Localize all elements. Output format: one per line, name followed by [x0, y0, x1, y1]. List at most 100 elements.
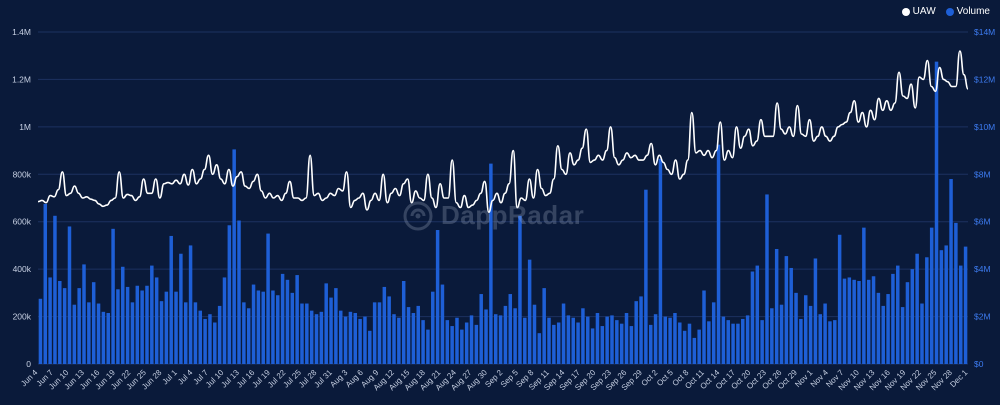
volume-bar[interactable] — [377, 302, 382, 364]
volume-bar[interactable] — [217, 305, 222, 364]
volume-bar[interactable] — [586, 316, 590, 364]
volume-bar[interactable] — [900, 307, 905, 364]
volume-bar[interactable] — [300, 303, 304, 364]
volume-bar[interactable] — [372, 302, 377, 364]
volume-bar[interactable] — [653, 314, 658, 364]
volume-bar[interactable] — [145, 285, 149, 364]
volume-bar[interactable] — [479, 294, 483, 364]
volume-bar[interactable] — [760, 320, 764, 364]
volume-bar[interactable] — [329, 297, 333, 364]
volume-bar[interactable] — [111, 228, 115, 364]
volume-bar[interactable] — [484, 309, 488, 364]
volume-bar[interactable] — [634, 301, 638, 364]
volume-bar[interactable] — [208, 314, 212, 364]
volume-bar[interactable] — [721, 316, 726, 364]
volume-bar[interactable] — [576, 322, 580, 365]
volume-bar[interactable] — [707, 321, 711, 364]
volume-bar[interactable] — [397, 317, 401, 364]
volume-bar[interactable] — [406, 307, 411, 364]
volume-bar[interactable] — [411, 313, 416, 364]
volume-bar[interactable] — [440, 284, 445, 364]
volume-bar[interactable] — [949, 179, 953, 364]
volume-bar[interactable] — [460, 329, 464, 364]
volume-bar[interactable] — [53, 215, 57, 364]
volume-bar[interactable] — [571, 317, 575, 364]
volume-bar[interactable] — [736, 323, 740, 364]
volume-bar[interactable] — [842, 278, 847, 364]
volume-bar[interactable] — [532, 304, 537, 364]
legend-item-volume[interactable]: Volume — [945, 6, 990, 17]
volume-bar[interactable] — [944, 245, 948, 364]
volume-bar[interactable] — [833, 320, 837, 364]
volume-bar[interactable] — [271, 290, 275, 364]
volume-bar[interactable] — [789, 267, 793, 364]
volume-bar[interactable] — [77, 288, 81, 364]
volume-bar[interactable] — [222, 277, 227, 364]
volume-bar[interactable] — [866, 279, 871, 364]
volume-bar[interactable] — [338, 310, 343, 364]
volume-bar[interactable] — [629, 326, 634, 364]
volume-bar[interactable] — [38, 298, 43, 364]
volume-bar[interactable] — [358, 318, 362, 364]
volume-bar[interactable] — [67, 226, 72, 364]
volume-bar[interactable] — [619, 323, 624, 364]
volume-bar[interactable] — [663, 316, 668, 364]
volume-bar[interactable] — [750, 271, 755, 364]
volume-bar[interactable] — [150, 265, 154, 364]
volume-bar[interactable] — [106, 313, 110, 364]
volume-bar[interactable] — [426, 329, 430, 364]
volume-bar[interactable] — [716, 144, 721, 364]
volume-bar[interactable] — [823, 303, 827, 364]
volume-bar[interactable] — [431, 291, 435, 364]
volume-bar[interactable] — [731, 323, 735, 364]
volume-bar[interactable] — [687, 323, 692, 364]
volume-bar[interactable] — [401, 281, 406, 364]
volume-bar[interactable] — [193, 302, 198, 364]
volume-bar[interactable] — [803, 295, 808, 364]
volume-bar[interactable] — [896, 265, 900, 364]
volume-bar[interactable] — [266, 233, 270, 364]
volume-bar[interactable] — [251, 284, 256, 364]
volume-bar[interactable] — [741, 318, 745, 364]
volume-bar[interactable] — [314, 314, 319, 364]
volume-bar[interactable] — [474, 324, 479, 364]
volume-bar[interactable] — [876, 292, 881, 364]
volume-bar[interactable] — [808, 305, 813, 364]
volume-bar[interactable] — [421, 320, 425, 364]
volume-bar[interactable] — [711, 302, 716, 364]
volume-bar[interactable] — [523, 317, 527, 364]
volume-bar[interactable] — [881, 305, 885, 364]
volume-bar[interactable] — [464, 322, 469, 365]
volume-bar[interactable] — [237, 220, 241, 364]
volume-bar[interactable] — [295, 275, 299, 364]
volume-bar[interactable] — [561, 303, 566, 364]
volume-bar[interactable] — [261, 291, 265, 364]
volume-bar[interactable] — [862, 227, 866, 364]
volume-bar[interactable] — [818, 314, 823, 364]
volume-bar[interactable] — [891, 273, 895, 364]
volume-bar[interactable] — [552, 324, 556, 364]
volume-bar[interactable] — [682, 330, 687, 364]
uaw-line[interactable] — [37, 50, 969, 213]
volume-bar[interactable] — [639, 296, 643, 364]
volume-bar[interactable] — [692, 337, 697, 364]
volume-bar[interactable] — [765, 194, 769, 364]
volume-bar[interactable] — [348, 311, 353, 364]
volume-bar[interactable] — [450, 326, 454, 364]
volume-bar[interactable] — [934, 61, 939, 365]
volume-bar[interactable] — [837, 234, 842, 364]
volume-bar[interactable] — [915, 253, 919, 364]
volume-bar[interactable] — [702, 290, 706, 364]
volume-bar[interactable] — [276, 295, 280, 364]
volume-bar[interactable] — [159, 301, 164, 364]
volume-bar[interactable] — [605, 316, 609, 364]
volume-bar[interactable] — [58, 281, 62, 364]
volume-bar[interactable] — [309, 310, 314, 364]
volume-bar[interactable] — [242, 302, 246, 364]
volume-bar[interactable] — [435, 230, 440, 364]
volume-bar[interactable] — [828, 321, 832, 364]
volume-bar[interactable] — [135, 285, 140, 364]
volume-bar[interactable] — [600, 326, 605, 364]
volume-bar[interactable] — [852, 279, 856, 364]
volume-bar[interactable] — [96, 303, 101, 364]
